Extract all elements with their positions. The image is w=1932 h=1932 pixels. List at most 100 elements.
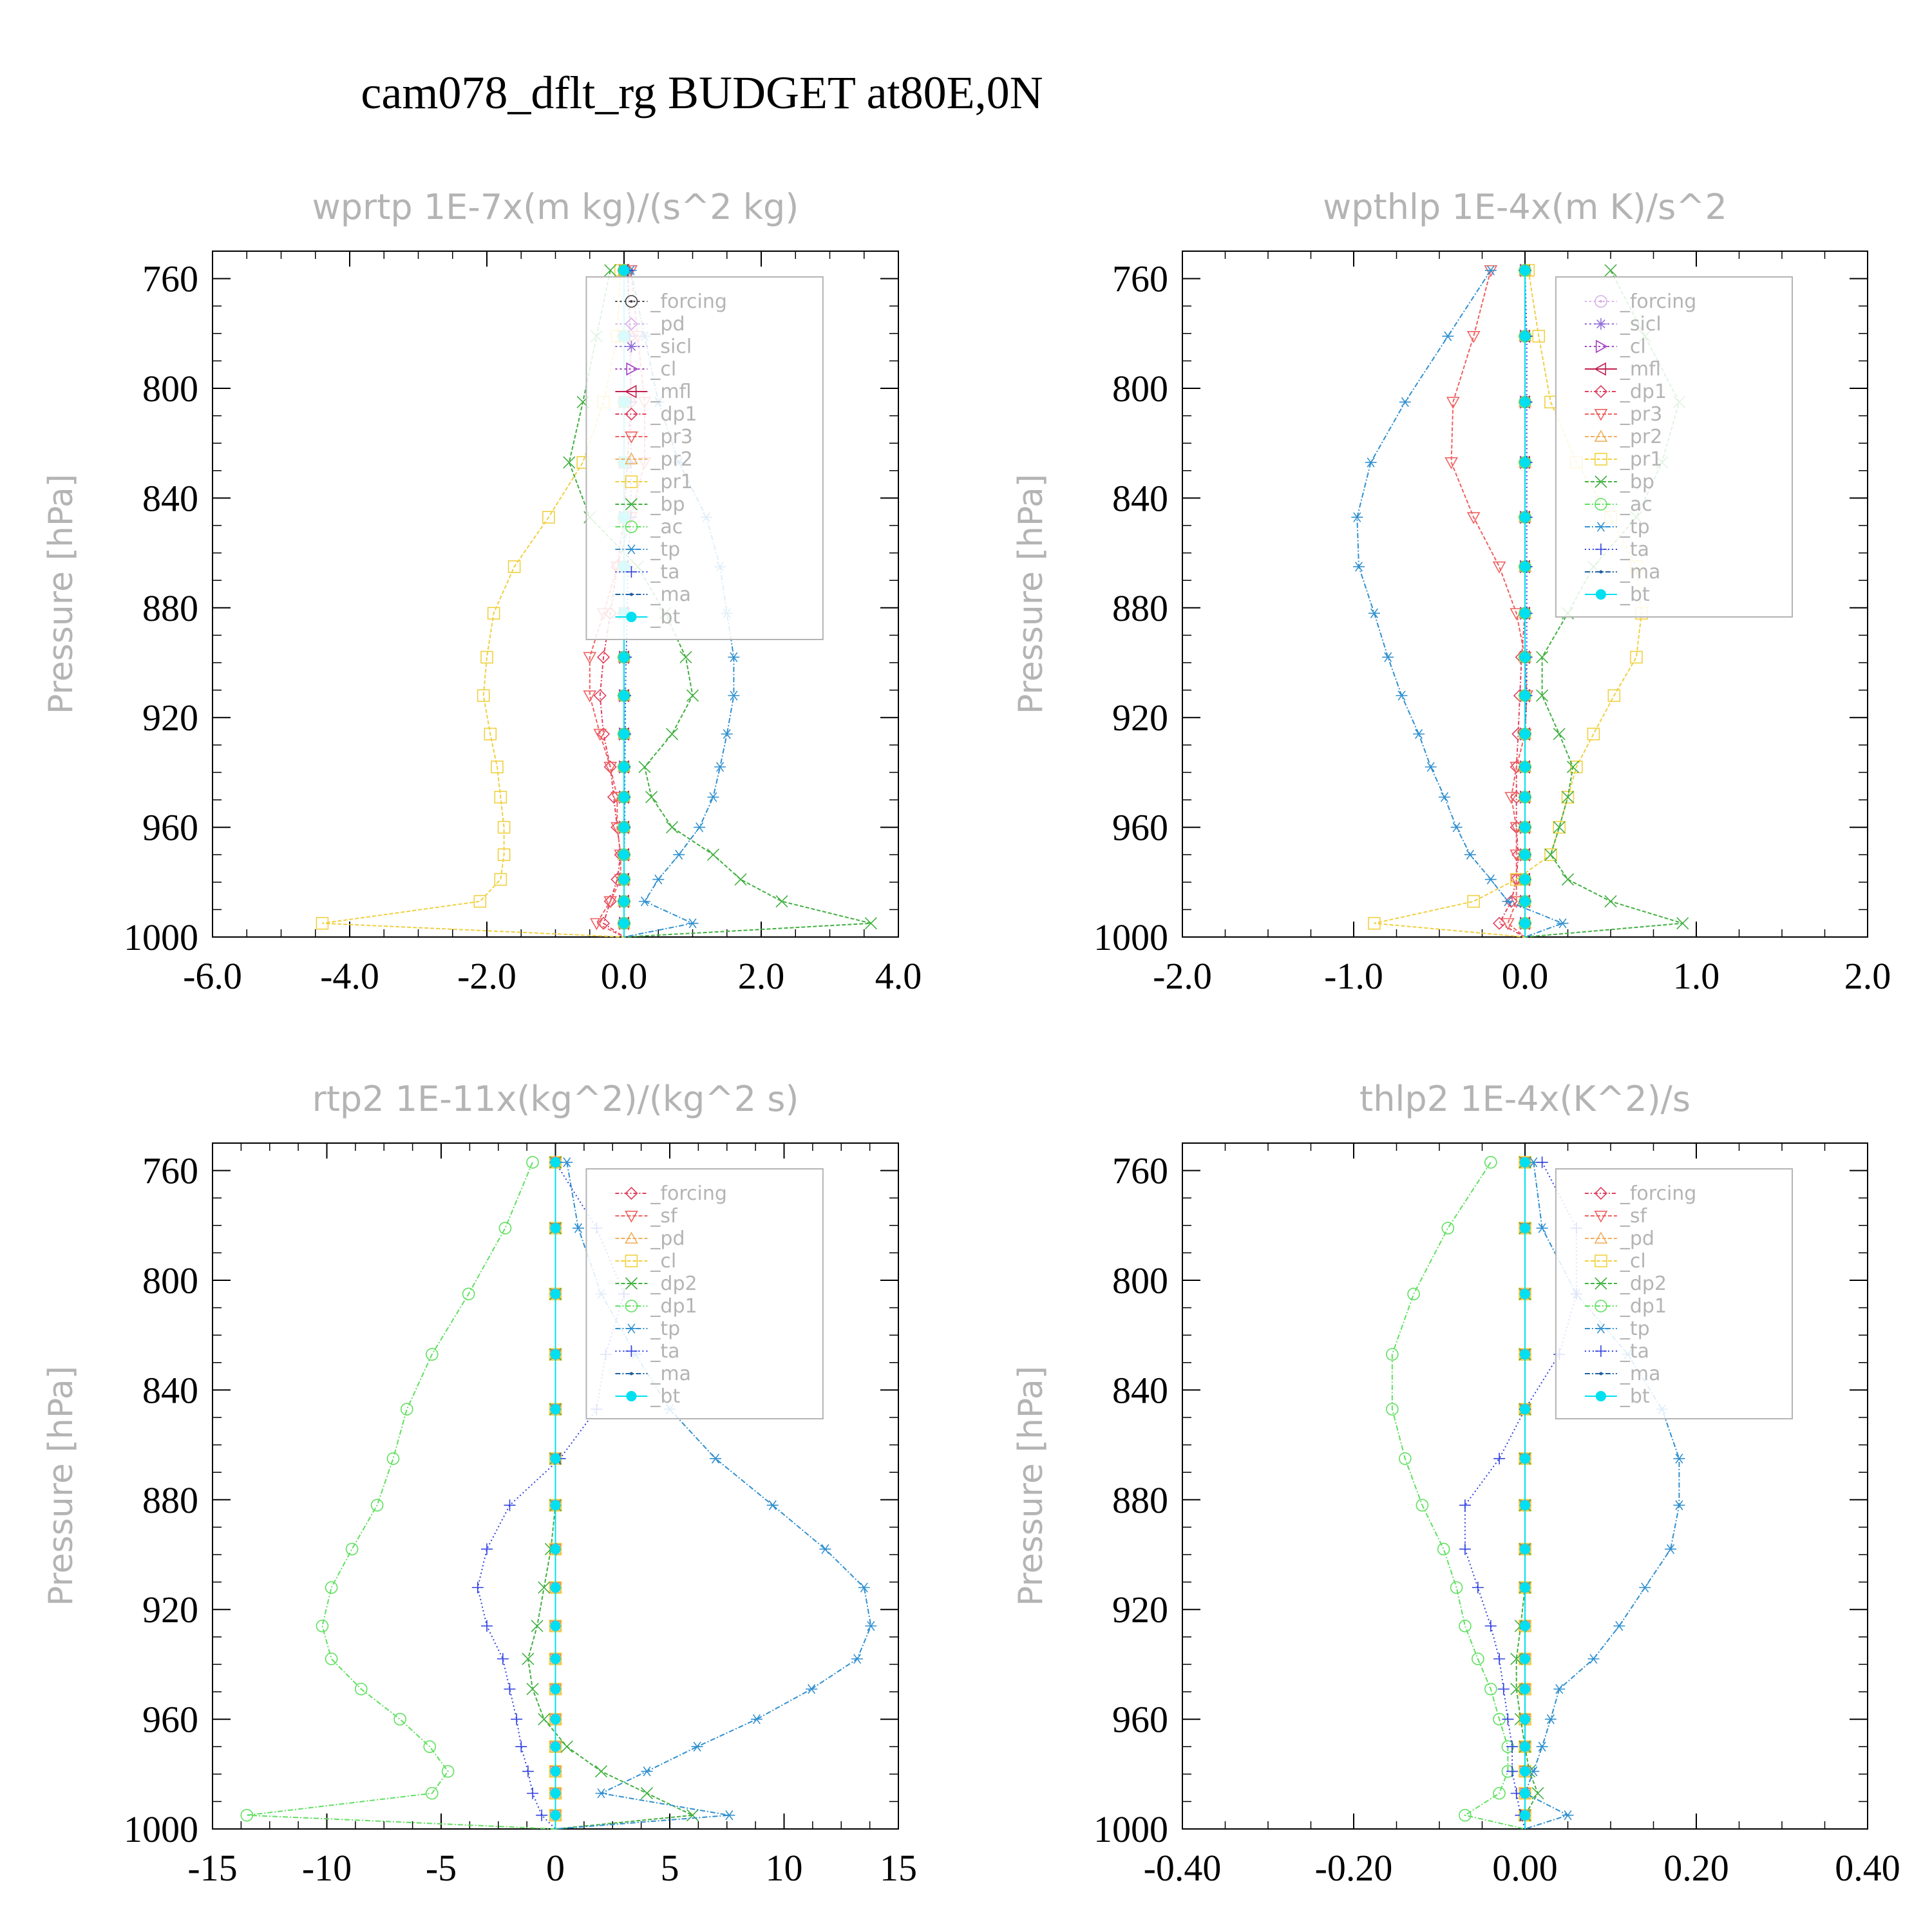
panel-title: wpthlp 1E-4x(m K)/s^2 xyxy=(1323,187,1727,227)
legend-marker xyxy=(1594,1231,1608,1244)
data-point xyxy=(1519,1741,1531,1752)
data-point xyxy=(550,1714,561,1725)
legend-marker xyxy=(1595,295,1607,308)
legend-marker xyxy=(1595,1323,1607,1334)
data-point xyxy=(1561,791,1575,804)
legend-marker xyxy=(1594,1211,1608,1223)
legend-label: _ac xyxy=(650,516,683,538)
data-point xyxy=(481,1620,493,1632)
series-line xyxy=(1391,1162,1526,1830)
legend-label: _dp2 xyxy=(1620,1273,1667,1295)
data-point xyxy=(1484,874,1497,885)
legend-label: _cl xyxy=(650,358,676,381)
data-point xyxy=(1587,727,1600,741)
x-tick-label: -0.20 xyxy=(1315,1847,1393,1889)
legend-label: _sf xyxy=(650,1205,678,1227)
data-point xyxy=(1484,265,1497,276)
data-point xyxy=(1570,761,1583,773)
series-line xyxy=(1450,270,1528,938)
data-point xyxy=(316,1619,329,1633)
y-tick-label: 960 xyxy=(1112,807,1168,849)
data-point xyxy=(652,874,665,885)
data-point xyxy=(550,1289,561,1300)
legend-label: _ta xyxy=(1620,538,1649,561)
legend: _forcing_sf_pd_cl_dp2_dp1_tp_ta_ma_bt xyxy=(585,1168,824,1419)
data-point xyxy=(1519,690,1531,701)
data-point xyxy=(441,1765,455,1778)
legend-label: _forcing xyxy=(650,1182,726,1205)
legend-label: _bt xyxy=(650,1385,680,1408)
series-line xyxy=(555,1162,872,1830)
data-point xyxy=(1519,1289,1531,1300)
data-point xyxy=(1466,331,1481,343)
data-point xyxy=(550,1810,561,1821)
legend-marker xyxy=(1595,498,1607,511)
data-point xyxy=(640,1787,654,1800)
data-point xyxy=(638,761,651,773)
legend-label: _pr3 xyxy=(650,426,692,448)
data-point xyxy=(1639,1582,1651,1593)
data-point xyxy=(1466,512,1481,524)
data-point xyxy=(618,761,630,772)
y-tick-label: 800 xyxy=(142,368,198,410)
data-point xyxy=(573,1223,584,1233)
y-tick-label: 920 xyxy=(1112,1589,1168,1631)
y-tick-label: 960 xyxy=(142,1699,198,1741)
data-point xyxy=(550,1582,561,1593)
data-point xyxy=(462,1287,475,1301)
legend-label: _bp xyxy=(650,493,685,516)
data-point xyxy=(1459,1543,1471,1555)
data-point xyxy=(538,1713,551,1726)
data-point xyxy=(1502,1713,1514,1725)
data-point xyxy=(1519,1404,1531,1415)
y-tick-label: 800 xyxy=(1112,1260,1168,1302)
x-tick-label: -15 xyxy=(187,1847,237,1889)
x-tick-label: 15 xyxy=(880,1847,917,1889)
data-point xyxy=(527,1787,538,1799)
data-point xyxy=(806,1684,818,1694)
data-point xyxy=(1425,762,1437,772)
data-point xyxy=(1413,729,1425,739)
legend-marker xyxy=(625,452,638,465)
data-point xyxy=(1519,1620,1531,1631)
x-tick-label: -6.0 xyxy=(183,955,242,997)
y-axis-label: Pressure [hPa] xyxy=(1012,474,1050,714)
legend-label: _forcing xyxy=(650,290,726,313)
data-point xyxy=(679,650,692,664)
legend-label: _bp xyxy=(1620,471,1654,493)
legend-marker xyxy=(1595,522,1607,532)
data-point xyxy=(864,917,877,930)
legend-label: _pd xyxy=(650,1227,685,1250)
series-line xyxy=(1515,1162,1539,1829)
data-point xyxy=(1561,790,1575,804)
data-point xyxy=(1386,1403,1399,1416)
data-point xyxy=(1502,896,1514,907)
data-point xyxy=(858,1582,870,1593)
data-point xyxy=(1519,561,1531,573)
data-point xyxy=(1519,791,1531,802)
data-point xyxy=(583,690,597,703)
data-point xyxy=(1519,1683,1531,1694)
data-point xyxy=(526,1683,539,1696)
data-point xyxy=(593,688,607,703)
legend-marker xyxy=(1595,589,1606,600)
legend-marker xyxy=(1594,384,1608,399)
data-point xyxy=(721,729,733,739)
series-line xyxy=(1356,270,1565,938)
data-point xyxy=(1450,1581,1463,1594)
data-point xyxy=(1557,918,1569,929)
data-point xyxy=(686,1809,699,1822)
legend-label: _pr1 xyxy=(650,471,692,493)
data-point xyxy=(694,822,706,833)
legend-label: _forcing xyxy=(1620,290,1696,313)
data-point xyxy=(504,1499,516,1511)
data-point xyxy=(563,456,576,469)
data-point xyxy=(710,1454,721,1464)
data-point xyxy=(707,792,719,802)
x-tick-label: -2.0 xyxy=(457,955,516,997)
data-point xyxy=(1561,873,1575,886)
data-point xyxy=(560,1740,573,1753)
data-point xyxy=(596,650,611,664)
figure-title: cam078_dflt_rg BUDGET at80E,0N xyxy=(361,67,1043,118)
